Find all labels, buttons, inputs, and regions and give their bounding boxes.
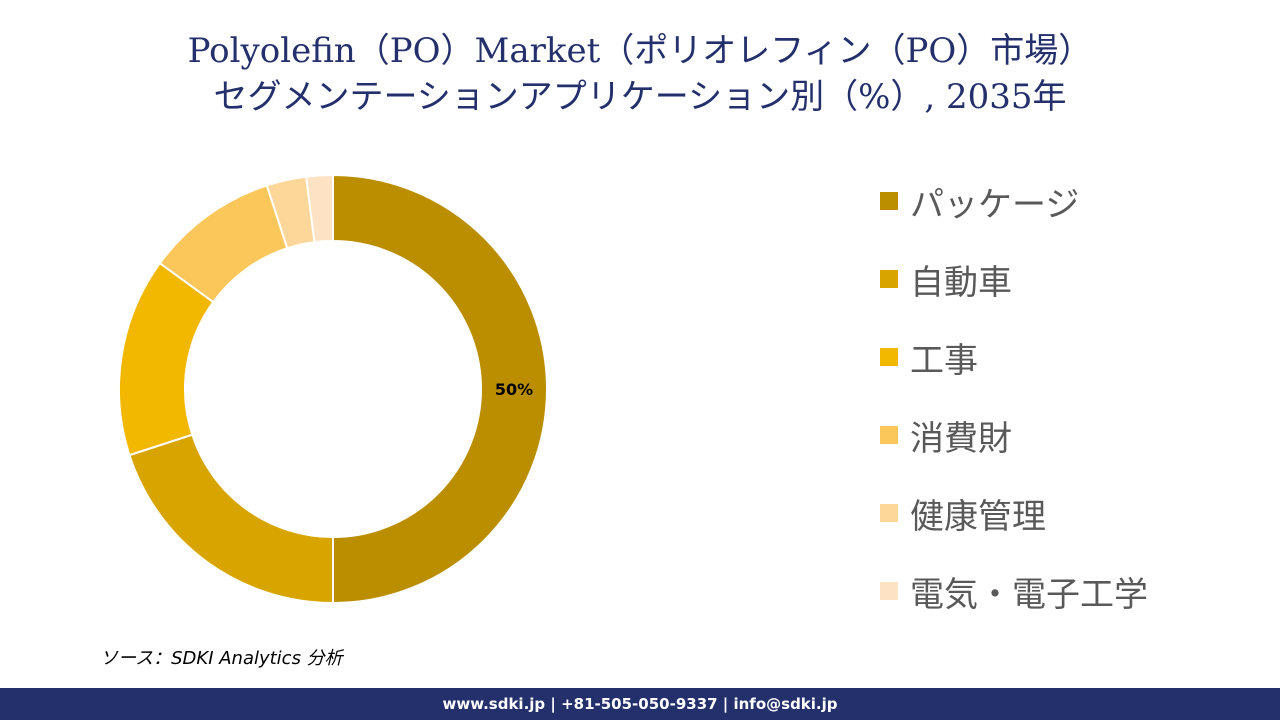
legend-label-2: 自動車: [910, 262, 1012, 303]
footer-contact-bar: www.sdki.jp | +81-505-050-9337 | info@sd…: [0, 688, 1280, 720]
source-note: ソース：SDKI Analytics 分析: [100, 648, 343, 669]
donut-slice-6: [305, 173, 334, 244]
legend-item-5: 健康管理: [880, 474, 1148, 552]
legend-swatch-6: [880, 582, 898, 600]
legend-swatch-2: [880, 270, 898, 288]
chart-title: Polyolefin（PO）Market（ポリオレフィン（PO）市場） セグメン…: [0, 28, 1280, 120]
legend-item-1: パッケージ: [880, 162, 1148, 240]
legend-label-4: 消費財: [910, 418, 1012, 459]
donut-slice-2: [128, 433, 334, 605]
data-label-1: 50%: [495, 380, 533, 399]
legend-label-1: パッケージ: [910, 184, 1080, 225]
chart-title-line1: Polyolefin（PO）Market（ポリオレフィン（PO）市場）: [187, 31, 1093, 71]
legend-swatch-4: [880, 426, 898, 444]
legend-label-5: 健康管理: [910, 496, 1046, 537]
legend-item-3: 工事: [880, 318, 1148, 396]
chart-title-line2: セグメンテーションアプリケーション別（%）, 2035年: [213, 77, 1067, 117]
legend-item-4: 消費財: [880, 396, 1148, 474]
legend-label-6: 電気・電子工学: [910, 574, 1148, 615]
legend-swatch-3: [880, 348, 898, 366]
donut-slice-1: [332, 173, 548, 605]
legend-swatch-5: [880, 504, 898, 522]
legend-label-3: 工事: [910, 340, 978, 381]
chart-legend: パッケージ自動車工事消費財健康管理電気・電子工学: [880, 162, 1148, 630]
donut-chart: 50%: [118, 173, 548, 605]
legend-item-6: 電気・電子工学: [880, 552, 1148, 630]
legend-swatch-1: [880, 192, 898, 210]
legend-item-2: 自動車: [880, 240, 1148, 318]
